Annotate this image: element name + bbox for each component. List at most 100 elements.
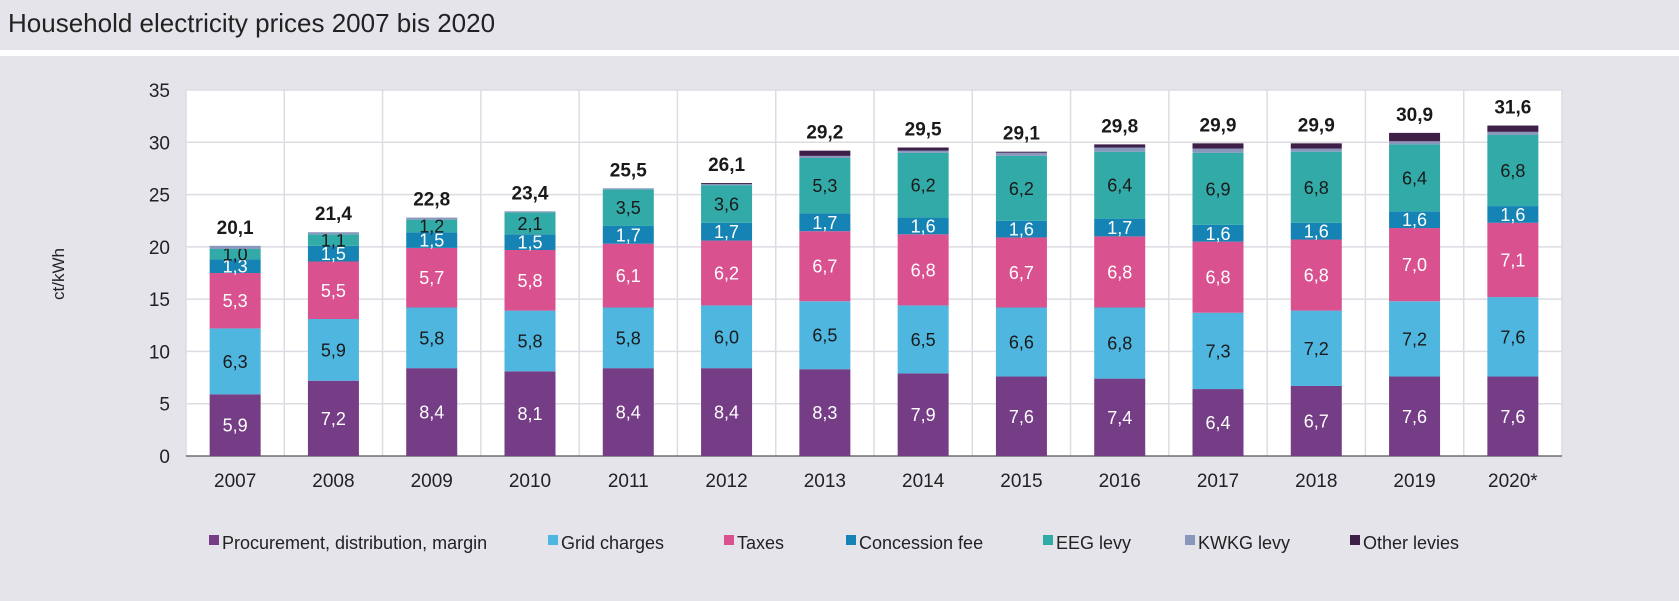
legend-swatch: [1350, 535, 1360, 545]
bar-segment: [1487, 376, 1539, 456]
y-tick-label: 10: [149, 342, 170, 363]
total-label: 25,5: [610, 160, 647, 181]
data-label: 5,3: [223, 291, 248, 311]
legend-swatch: [209, 535, 219, 545]
bar-segment: [1389, 376, 1441, 456]
bar-segment: [1094, 218, 1146, 237]
bar-segment: [307, 234, 359, 246]
data-label: 6,8: [1107, 262, 1132, 282]
bar-segment: [209, 248, 261, 260]
bar-segment: [406, 307, 458, 369]
bar-segment: [1290, 239, 1342, 311]
data-label: 6,8: [1107, 334, 1132, 354]
x-tick-label: 2009: [411, 471, 453, 492]
data-label: 1,5: [321, 244, 346, 264]
bar-segment: [1487, 134, 1539, 207]
data-label: 1,6: [1009, 220, 1034, 240]
bar-segment: [1487, 125, 1539, 132]
bar-segment: [209, 259, 261, 273]
legend-swatch: [548, 535, 558, 545]
bar-segment: [799, 157, 851, 214]
legend-label: EEG levy: [1056, 533, 1131, 553]
bar-segment: [602, 368, 654, 456]
total-label: 23,4: [512, 183, 549, 204]
data-label: 6,2: [911, 176, 936, 196]
legend-label: Procurement, distribution, margin: [222, 533, 487, 553]
bar-segment: [1290, 385, 1342, 456]
bar-segment: [701, 183, 753, 185]
x-tick-label: 2014: [902, 471, 945, 492]
data-label: 5,7: [419, 268, 444, 288]
legend-swatch: [1043, 535, 1053, 545]
bar-segment: [701, 222, 753, 241]
bar-segment: [1487, 222, 1539, 298]
data-label: 1,6: [1500, 205, 1525, 225]
data-label: 6,7: [1304, 411, 1329, 431]
bar-segment: [1192, 148, 1244, 153]
y-tick-label: 15: [149, 290, 170, 311]
bar-segment: [307, 245, 359, 262]
x-tick-label: 2008: [312, 471, 354, 492]
legend-label: Grid charges: [561, 533, 664, 553]
bar-segment: [504, 234, 556, 250]
bar-segment: [1389, 132, 1441, 142]
y-tick-label: 25: [149, 186, 170, 207]
data-label: 6,4: [1402, 168, 1427, 188]
data-label: 6,3: [223, 352, 248, 372]
total-label: 29,2: [806, 123, 843, 144]
title-bar: Household electricity prices 2007 bis 20…: [0, 0, 1679, 52]
data-label: 1,6: [1304, 222, 1329, 242]
bar-segment: [1094, 144, 1146, 148]
bar-segment: [1192, 224, 1244, 242]
bar-segment: [1487, 206, 1539, 223]
data-label: 5,8: [517, 271, 542, 291]
data-label: 6,5: [812, 326, 837, 346]
data-label: 5,9: [321, 340, 346, 360]
data-label: 1,7: [714, 222, 739, 242]
data-label: 1,5: [419, 231, 444, 251]
total-label: 29,9: [1298, 115, 1335, 136]
bar-segment: [799, 369, 851, 456]
bar-segment: [1389, 228, 1441, 302]
bar-segment: [209, 328, 261, 395]
bar-segment: [602, 225, 654, 244]
bar-segment: [1192, 143, 1244, 149]
bar-segment: [1487, 131, 1539, 135]
data-label: 1,1: [321, 231, 346, 251]
total-label: 30,9: [1396, 105, 1433, 126]
bar-segment: [307, 261, 359, 320]
data-label: 7,6: [1009, 407, 1034, 427]
data-label: 8,4: [419, 403, 444, 423]
bar-segment: [897, 373, 949, 456]
bar-segment: [799, 150, 851, 156]
bar-segment: [1389, 211, 1441, 229]
data-label: 8,3: [812, 403, 837, 423]
data-label: 6,5: [911, 330, 936, 350]
bar-segment: [1094, 147, 1146, 152]
data-label: 7,6: [1402, 407, 1427, 427]
bar-segment: [897, 217, 949, 235]
total-label: 29,1: [1003, 124, 1040, 145]
data-label: 8,4: [714, 403, 739, 423]
data-label: 7,1: [1500, 250, 1525, 270]
bar-segment: [1290, 310, 1342, 386]
bar-segment: [1389, 144, 1441, 212]
x-tick-label: 2011: [608, 471, 649, 492]
bar-segment: [1094, 378, 1146, 456]
chart-title: Household electricity prices 2007 bis 20…: [8, 8, 496, 38]
total-label: 29,8: [1101, 116, 1138, 137]
bar-segment: [209, 273, 261, 329]
bar-segment: [897, 147, 949, 151]
data-label: 1,7: [812, 213, 837, 233]
total-label: 20,1: [217, 218, 254, 239]
x-tick-label: 2007: [214, 471, 256, 492]
legend-label: KWKG levy: [1198, 533, 1290, 553]
data-label: 6,6: [1009, 333, 1034, 353]
bar-segment: [701, 305, 753, 369]
bar-segment: [995, 155, 1047, 221]
bar-segment: [799, 231, 851, 302]
data-label: 1,7: [1107, 218, 1132, 238]
bar-segment: [701, 185, 753, 223]
bar-segment: [1094, 307, 1146, 379]
bar-segment: [1389, 301, 1441, 377]
